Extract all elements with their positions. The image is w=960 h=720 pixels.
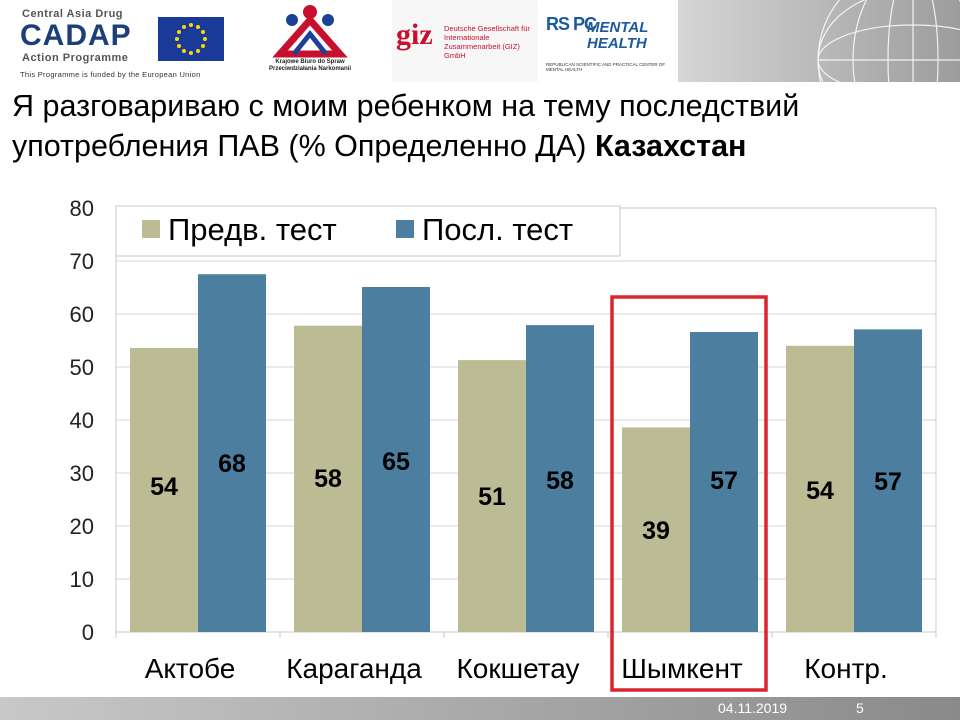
bar	[198, 274, 266, 632]
krajowe-biuro-text: Krajowe Biuro do Spraw Przeciwdziałania …	[268, 59, 352, 72]
bar	[854, 329, 922, 632]
cadap-name: CADAP	[20, 19, 132, 52]
category-label: Караганда	[286, 653, 422, 684]
y-tick-label: 40	[70, 408, 94, 433]
y-tick-label: 60	[70, 302, 94, 327]
y-tick-label: 10	[70, 567, 94, 592]
data-label: 57	[710, 467, 738, 495]
y-tick-label: 80	[70, 196, 94, 221]
krajowe-emblem-icon	[272, 5, 348, 58]
data-label: 54	[150, 473, 178, 501]
bar	[690, 332, 758, 632]
cadap-top-line: Central Asia Drug	[22, 8, 124, 20]
globe-decoration-icon	[678, 0, 960, 82]
mental-health-logo: RS PC MENTAL HEALTH REPUBLICAN SCIENTIFI…	[542, 2, 682, 80]
legend-box	[115, 205, 621, 257]
category-label: Шымкент	[621, 653, 743, 684]
data-label: 58	[314, 465, 342, 493]
eu-flag-icon	[158, 17, 224, 61]
rspc-mark: RS PC	[546, 14, 597, 34]
cadap-sub-line: Action Programme	[22, 52, 129, 64]
data-label: 39	[642, 517, 670, 545]
bar	[294, 325, 362, 632]
bar	[362, 286, 430, 632]
mental-health-title-line2: HEALTH	[587, 35, 647, 52]
footer-bar: 04.11.2019 5	[0, 697, 960, 720]
bar	[130, 347, 198, 632]
legend-label: Предв. тест	[168, 212, 337, 247]
mental-health-title-line1: MENTAL	[587, 19, 649, 36]
data-label: 58	[546, 467, 574, 495]
bar	[786, 345, 854, 632]
krajowe-biuro-logo: Krajowe Biuro do Spraw Przeciwdziałania …	[258, 2, 362, 80]
slide-title: Я разговариваю с моим ребенком на тему п…	[12, 86, 952, 166]
legend-swatch	[396, 220, 414, 238]
bar	[458, 360, 526, 632]
y-tick-label: 50	[70, 355, 94, 380]
bar	[622, 427, 690, 632]
slide-title-country: Казахстан	[594, 129, 747, 163]
giz-mark: giz	[396, 18, 433, 51]
mental-health-subtitle: REPUBLICAN SCIENTIFIC AND PRACTICAL CENT…	[546, 62, 666, 72]
cadap-funded-line: This Programme is funded by the European…	[20, 70, 201, 79]
slide-title-text: Я разговариваю с моим ребенком на тему п…	[12, 89, 800, 163]
y-tick-label: 0	[82, 620, 94, 645]
y-tick-label: 70	[70, 249, 94, 274]
data-label: 51	[478, 483, 506, 511]
mental-health-title: MENTAL HEALTH	[587, 20, 648, 52]
y-tick-label: 20	[70, 514, 94, 539]
data-label: 57	[874, 468, 902, 496]
logo-strip: Central Asia Drug CADAP Action Programme…	[0, 0, 960, 82]
category-label: Кокшетау	[456, 653, 579, 684]
footer-page-number: 5	[856, 700, 864, 716]
data-label: 65	[382, 448, 410, 476]
giz-text: Deutsche Gesellschaft für Internationale…	[444, 24, 530, 60]
y-tick-label: 30	[70, 461, 94, 486]
legend-swatch	[142, 220, 160, 238]
bar	[526, 325, 594, 632]
footer-date: 04.11.2019	[718, 700, 788, 716]
giz-logo: giz Deutsche Gesellschaft für Internatio…	[392, 0, 538, 82]
category-label: Контр.	[804, 653, 888, 684]
cadap-logo: Central Asia Drug CADAP Action Programme…	[8, 4, 233, 80]
category-label: Актобе	[145, 653, 236, 684]
data-label: 68	[218, 450, 246, 478]
legend-label: Посл. тест	[422, 212, 573, 247]
highlight-box	[610, 295, 768, 692]
bar-chart: 0 10 20 30 40 50 60 70 80 54 68 Актобе 58 65 Караганда…	[70, 196, 937, 692]
data-label: 54	[806, 477, 834, 505]
